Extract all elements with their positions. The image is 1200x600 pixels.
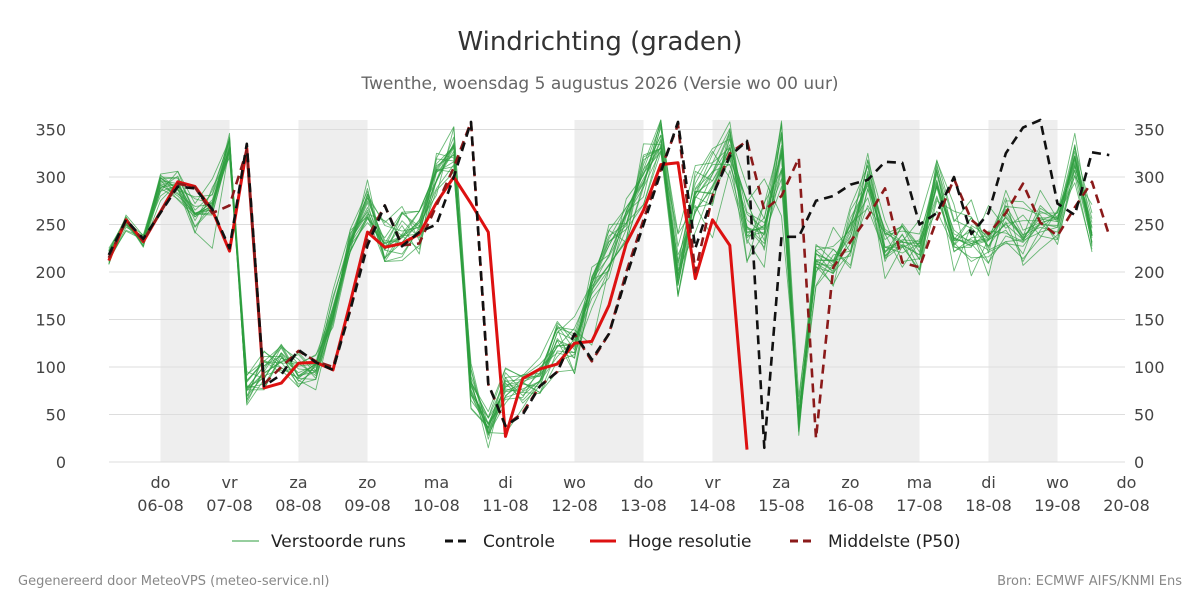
legend-label-controle: Controle [483,532,555,552]
footer-credit: Gegenereerd door MeteoVPS (meteo-service… [18,574,329,589]
y-tick-label-left: 250 [35,216,66,235]
x-tick-day: wo [563,473,586,492]
footer-source: Bron: ECMWF AIFS/KNMI Ens [997,574,1182,589]
y-tick-label-right: 300 [1134,168,1165,187]
ensemble-member-line-17 [108,120,1093,434]
x-tick-date: 08-08 [275,496,322,515]
x-tick-date: 12-08 [551,496,598,515]
x-tick-date: 20-08 [1103,496,1150,515]
x-tick-date: 14-08 [689,496,736,515]
series-line-controle [107,118,1110,450]
chart-title: Windrichting (graden) [457,27,742,57]
y-tick-label-left: 200 [35,263,66,282]
x-tick-day: do [1117,473,1137,492]
y-tick-label-right: 150 [1134,311,1165,330]
y-tick-label-right: 250 [1134,216,1165,235]
y-tick-label-left: 100 [35,358,66,377]
ensemble-member-line-19 [108,134,1093,419]
x-tick-day: do [151,473,171,492]
x-tick-day: di [498,473,513,492]
y-tick-label-left: 50 [46,406,66,425]
y-tick-label-right: 100 [1134,358,1165,377]
ensemble-member-line-20 [108,140,1093,430]
x-tick-day: za [772,473,790,492]
x-tick-date: 06-08 [137,496,184,515]
x-tick-date: 07-08 [206,496,253,515]
y-tick-label-right: 0 [1134,453,1144,472]
y-tick-label-right: 200 [1134,263,1165,282]
x-tick-day: di [981,473,996,492]
legend-label-verstoorde-runs: Verstoorde runs [271,532,406,552]
x-tick-day: ma [424,473,449,492]
x-tick-date: 13-08 [620,496,667,515]
ensemble-member-line-16 [108,147,1093,432]
y-tick-label-left: 300 [35,168,66,187]
x-tick-date: 18-08 [965,496,1012,515]
y-tick-label-right: 350 [1134,121,1165,140]
x-tick-date: 16-08 [827,496,874,515]
legend-label-middelste-p50: Middelste (P50) [828,532,961,552]
x-tick-day: zo [358,473,376,492]
x-tick-day: vr [704,473,720,492]
y-tick-label-left: 150 [35,311,66,330]
legend: Verstoorde runs Controle Hoge resolutie Mid… [232,532,961,552]
chart-subtitle: Twenthe, woensdag 5 augustus 2026 (Versi… [360,74,838,94]
shaded-band-4 [988,120,1058,462]
x-tick-day: wo [1046,473,1069,492]
x-axis: do 06-08 vr 07-08 za 08-08 zo 09-08 ma 10-08 di 11-… [137,473,1150,515]
x-tick-day: zo [841,473,859,492]
x-tick-day: ma [907,473,932,492]
x-tick-date: 15-08 [758,496,805,515]
x-tick-date: 09-08 [344,496,391,515]
y-axis-left: 0 50 100 150 200 250 300 350 [35,121,66,473]
x-tick-date: 17-08 [896,496,943,515]
shaded-band-2 [574,120,644,462]
weekend-shading [160,120,1058,462]
x-tick-day: vr [221,473,237,492]
main-series-group [107,118,1111,450]
x-tick-date: 10-08 [413,496,460,515]
legend-label-hoge-resolutie: Hoge resolutie [628,532,752,552]
series-line-middelste-p50 [107,120,1111,440]
x-tick-day: za [289,473,307,492]
ensemble-member-line-18 [108,138,1093,436]
x-tick-day: do [634,473,654,492]
y-tick-label-left: 350 [35,121,66,140]
y-axis-right: 0 50 100 150 200 250 300 350 [1134,121,1165,473]
y-tick-label-right: 50 [1134,406,1154,425]
x-tick-date: 19-08 [1034,496,1081,515]
y-tick-label-left: 0 [56,453,66,472]
ensemble-series-group [108,119,1093,449]
x-tick-date: 11-08 [482,496,529,515]
